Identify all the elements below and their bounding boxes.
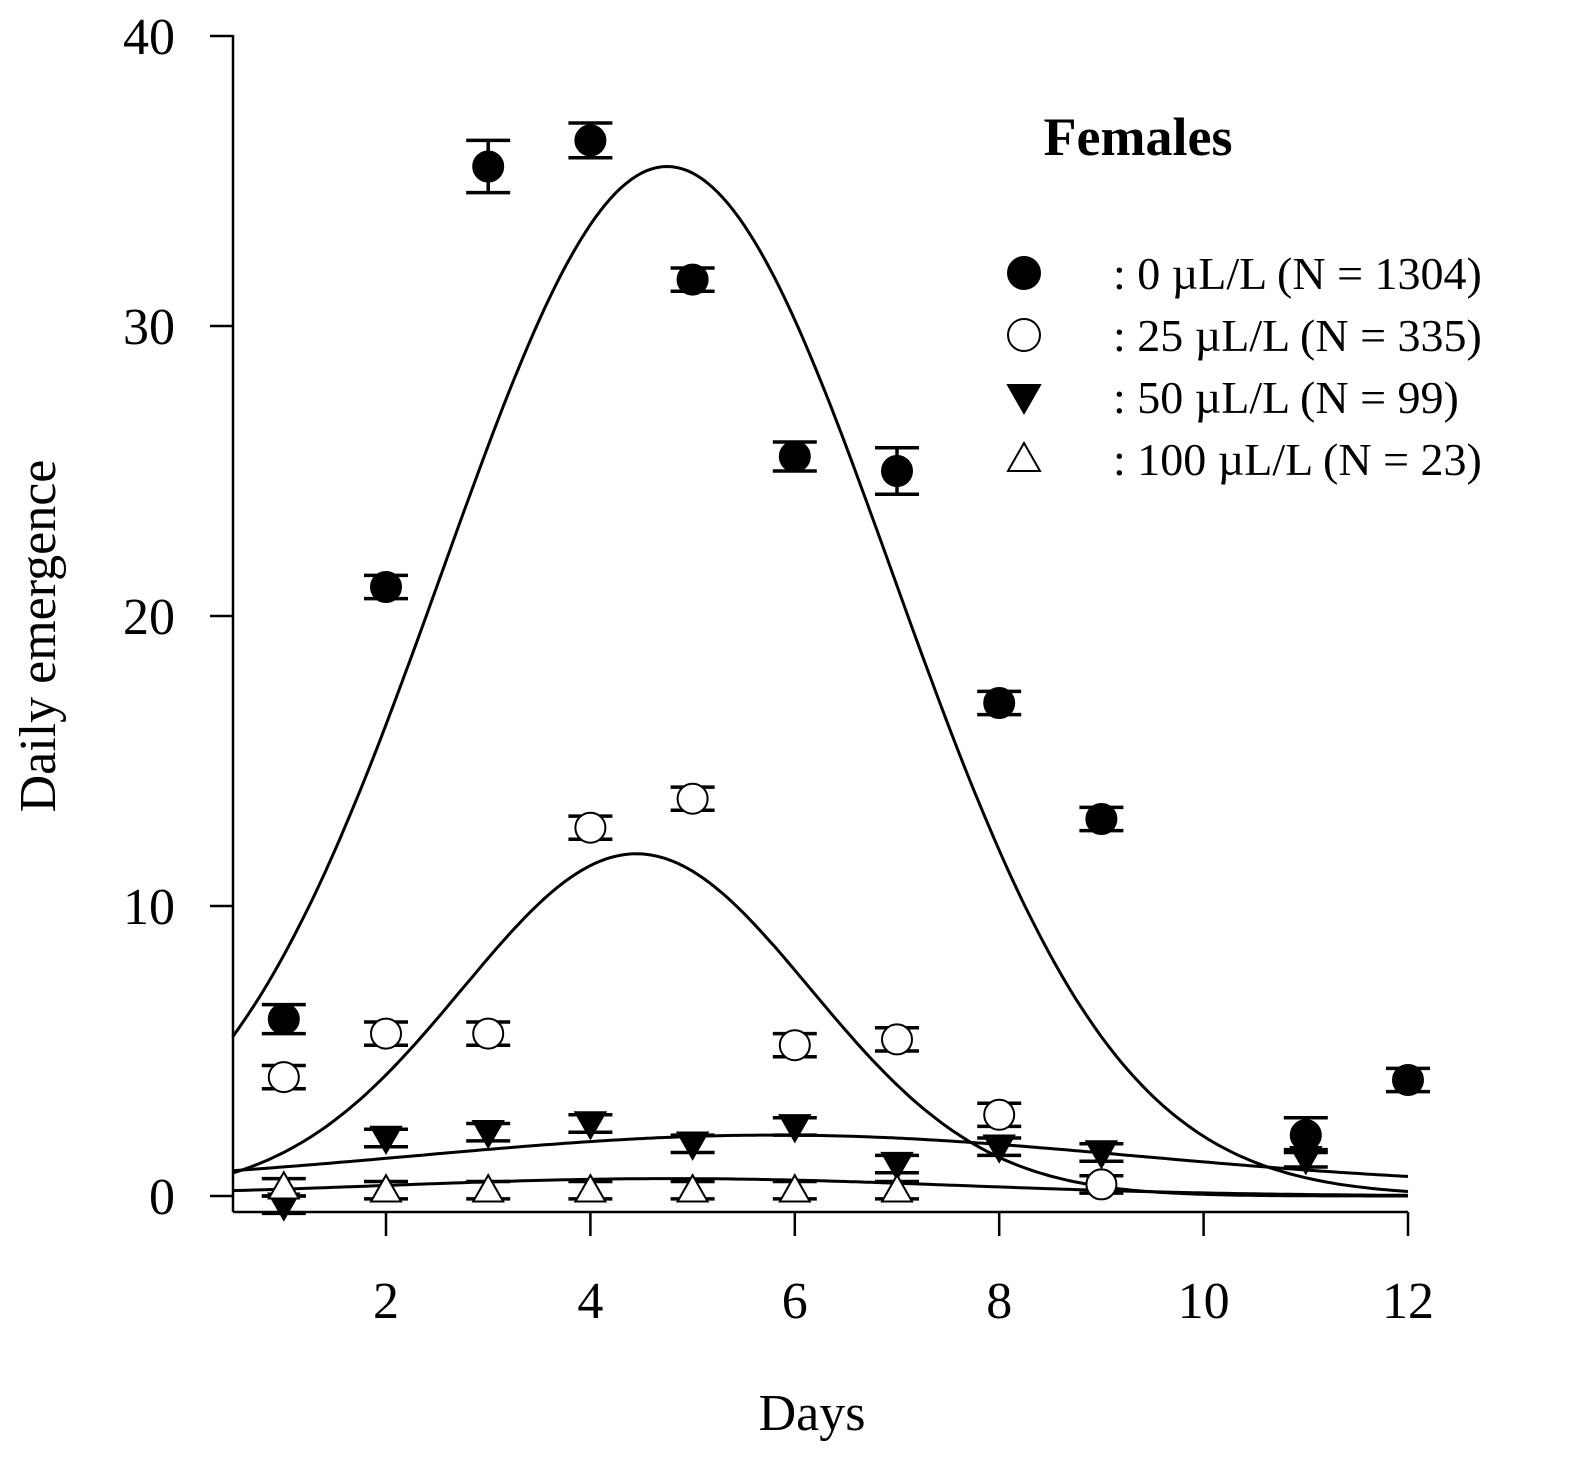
- legend-marker: [1006, 440, 1042, 472]
- data-point: [472, 1017, 505, 1050]
- series-points: [261, 121, 1430, 1155]
- x-axis-title: Days: [759, 1385, 866, 1442]
- axes: 0 10 20 30 40 2 4 6 8 10 12: [123, 9, 1434, 1330]
- data-point: [1085, 1168, 1118, 1201]
- data-point: [472, 150, 505, 183]
- data-point: [573, 1111, 608, 1141]
- data-point: [573, 1173, 608, 1203]
- data-point: [267, 1003, 300, 1036]
- data-point: [1289, 1146, 1323, 1176]
- data-point: [778, 1029, 811, 1062]
- x-tick-label: 2: [373, 1273, 399, 1330]
- data-point: [1392, 1064, 1424, 1096]
- data-point: [267, 1061, 300, 1094]
- x-tick-label: 10: [1178, 1273, 1230, 1330]
- legend-title: Females: [1044, 107, 1233, 167]
- data-points: [261, 121, 1430, 1222]
- data-point: [369, 1125, 403, 1156]
- data-point: [675, 1173, 710, 1203]
- y-tick-label: 20: [123, 589, 175, 646]
- legend-marker: [1007, 318, 1041, 352]
- data-point: [574, 124, 607, 157]
- fit-curve: [232, 852, 1408, 1198]
- data-point: [880, 1173, 914, 1203]
- data-point: [1084, 1140, 1119, 1170]
- y-tick-label: 40: [123, 9, 175, 66]
- data-point: [574, 811, 607, 844]
- series-points: [261, 1111, 1328, 1222]
- data-point: [675, 1131, 710, 1161]
- data-point: [1085, 803, 1118, 835]
- fit-curve: [232, 1177, 1409, 1197]
- legend-marker: [1007, 256, 1041, 290]
- data-point: [983, 687, 1016, 719]
- data-point: [778, 1173, 812, 1203]
- data-point: [881, 1023, 913, 1056]
- y-tick-label: 0: [149, 1169, 175, 1226]
- x-tick-label: 6: [782, 1273, 808, 1330]
- data-point: [676, 263, 709, 296]
- series-points: [261, 782, 1124, 1201]
- data-point: [880, 1151, 914, 1182]
- legend-label: : 0 µL/L (N = 1304): [1113, 248, 1482, 299]
- data-point: [778, 1114, 812, 1144]
- data-point: [369, 1173, 403, 1203]
- data-point: [983, 1098, 1016, 1131]
- series-points: [261, 1170, 919, 1203]
- legend-label: : 25 µL/L (N = 335): [1113, 310, 1482, 361]
- x-tick-label: 4: [577, 1273, 603, 1330]
- y-tick-label: 10: [123, 879, 175, 936]
- y-tick-label: 30: [123, 299, 175, 356]
- fit-curve: [231, 164, 1409, 1193]
- data-point: [267, 1170, 301, 1200]
- data-point: [370, 1017, 402, 1050]
- legend-label: : 50 µL/L (N = 99): [1113, 372, 1459, 423]
- data-point: [778, 440, 811, 473]
- fit-curve: [232, 1133, 1409, 1178]
- data-point: [676, 782, 709, 815]
- data-point: [881, 455, 913, 487]
- data-point: [1289, 1119, 1322, 1152]
- y-axis-title: Daily emergence: [10, 460, 67, 813]
- legend-marker: [1006, 384, 1042, 416]
- legend-label: : 100 µL/L (N = 23): [1113, 434, 1482, 485]
- x-tick-label: 12: [1382, 1273, 1434, 1330]
- data-point: [370, 571, 402, 603]
- x-tick-label: 8: [986, 1273, 1012, 1330]
- data-point: [471, 1173, 505, 1203]
- fit-curves: [231, 164, 1409, 1198]
- legend: Females : 0 µL/L (N = 1304) : 25 µL/L (N …: [1006, 107, 1482, 485]
- data-point: [471, 1119, 505, 1150]
- data-point: [982, 1134, 1016, 1164]
